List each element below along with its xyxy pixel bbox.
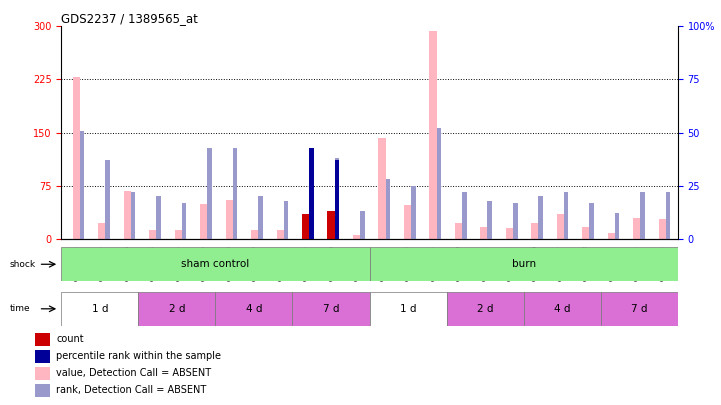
Text: percentile rank within the sample: percentile rank within the sample — [56, 351, 221, 361]
Bar — [105, 160, 110, 239]
Bar — [430, 31, 437, 239]
Bar — [379, 138, 386, 239]
Bar — [531, 224, 539, 239]
Text: 7 d: 7 d — [323, 304, 340, 314]
Bar — [386, 179, 390, 239]
Bar — [487, 201, 492, 239]
Bar — [226, 200, 233, 239]
Bar — [615, 213, 619, 239]
Bar — [124, 191, 131, 239]
Bar — [608, 233, 615, 239]
Bar — [523, 292, 601, 326]
Text: shock: shock — [9, 260, 35, 269]
Text: 2 d: 2 d — [477, 304, 493, 314]
Bar — [665, 192, 671, 239]
Bar — [131, 192, 136, 239]
Bar — [659, 219, 666, 239]
Text: 2 d: 2 d — [169, 304, 185, 314]
Bar — [370, 292, 446, 326]
Bar — [98, 224, 106, 239]
Text: burn: burn — [512, 259, 536, 269]
Bar — [539, 196, 543, 239]
Bar — [309, 147, 314, 239]
Bar — [258, 196, 262, 239]
Bar — [583, 227, 590, 239]
Bar — [506, 228, 513, 239]
Text: 4 d: 4 d — [554, 304, 570, 314]
Bar — [404, 205, 412, 239]
Bar — [327, 211, 335, 239]
Bar — [335, 158, 339, 239]
Bar — [174, 230, 182, 239]
Text: sham control: sham control — [181, 259, 249, 269]
Bar — [138, 292, 216, 326]
Text: 1 d: 1 d — [92, 304, 108, 314]
Text: rank, Detection Call = ABSENT: rank, Detection Call = ABSENT — [56, 385, 206, 395]
Bar — [35, 367, 50, 380]
Bar — [436, 128, 441, 239]
Bar — [601, 292, 678, 326]
Bar — [353, 235, 360, 239]
Bar — [149, 230, 156, 239]
Bar — [80, 130, 84, 239]
Bar — [35, 384, 50, 397]
Bar — [182, 203, 186, 239]
Text: value, Detection Call = ABSENT: value, Detection Call = ABSENT — [56, 368, 211, 378]
Text: 7 d: 7 d — [631, 304, 647, 314]
Bar — [73, 77, 80, 239]
Bar — [35, 350, 50, 363]
Bar — [35, 333, 50, 346]
Bar — [200, 204, 208, 239]
Bar — [327, 214, 335, 239]
Bar — [455, 224, 462, 239]
Text: 1 d: 1 d — [399, 304, 416, 314]
Bar — [207, 147, 212, 239]
Bar — [360, 211, 365, 239]
Bar — [283, 201, 288, 239]
Bar — [462, 192, 466, 239]
Bar — [156, 196, 161, 239]
Bar — [370, 247, 678, 281]
Bar — [640, 192, 645, 239]
Bar — [251, 230, 259, 239]
Bar — [302, 214, 309, 239]
Bar — [480, 227, 488, 239]
Text: 4 d: 4 d — [246, 304, 262, 314]
Bar — [293, 292, 370, 326]
Bar — [335, 160, 339, 239]
Bar — [216, 292, 293, 326]
Text: time: time — [9, 304, 30, 313]
Bar — [302, 214, 309, 239]
Bar — [589, 203, 594, 239]
Bar — [446, 292, 523, 326]
Bar — [411, 186, 415, 239]
Text: GDS2237 / 1389565_at: GDS2237 / 1389565_at — [61, 12, 198, 25]
Bar — [61, 247, 370, 281]
Text: count: count — [56, 334, 84, 344]
Bar — [557, 214, 565, 239]
Bar — [633, 218, 641, 239]
Bar — [309, 147, 314, 239]
Bar — [564, 192, 568, 239]
Bar — [233, 147, 237, 239]
Bar — [513, 203, 518, 239]
Bar — [61, 292, 138, 326]
Bar — [277, 230, 284, 239]
